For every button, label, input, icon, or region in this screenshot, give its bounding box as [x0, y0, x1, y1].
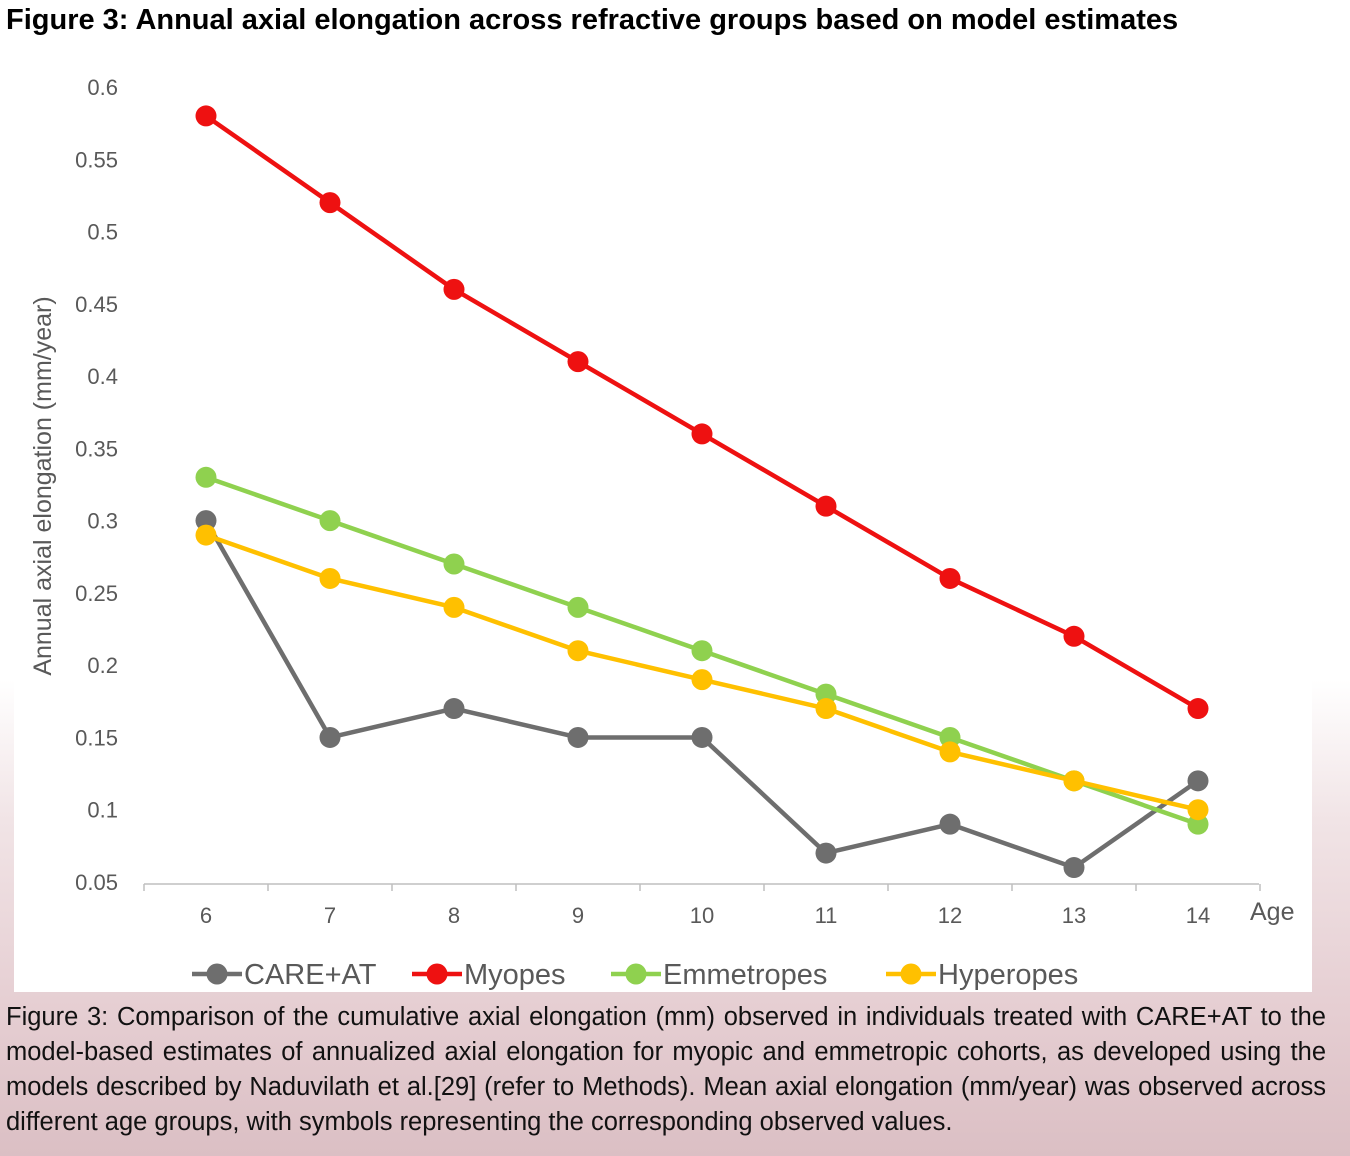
x-tick-label: 7 — [324, 903, 336, 928]
data-point-hyperopes — [1187, 799, 1209, 821]
data-point-hyperopes — [319, 567, 341, 589]
data-point-care-at — [815, 842, 837, 864]
data-point-emmetropes — [443, 553, 465, 575]
data-point-care-at — [1063, 857, 1085, 879]
y-tick-label: 0.5 — [87, 220, 118, 245]
data-point-care-at — [939, 813, 961, 835]
x-tick-label: 13 — [1062, 903, 1086, 928]
x-axis-title: Age — [1250, 898, 1294, 926]
y-tick-label: 0.45 — [75, 292, 118, 317]
y-tick-label: 0.6 — [87, 75, 118, 100]
data-point-myopes — [691, 423, 713, 445]
data-point-emmetropes — [1187, 813, 1209, 835]
data-point-care-at — [319, 726, 341, 748]
y-tick-label: 0.1 — [87, 798, 118, 823]
legend-marker — [900, 963, 922, 985]
data-point-myopes — [567, 351, 589, 373]
data-point-care-at — [691, 726, 713, 748]
y-tick-label: 0.25 — [75, 581, 118, 606]
series-line-care-at — [204, 519, 1200, 870]
data-point-hyperopes — [567, 640, 589, 662]
y-axis-title: Annual axial elongation (mm/year) — [29, 296, 57, 675]
data-point-hyperopes — [815, 698, 837, 720]
legend-marker — [206, 963, 228, 985]
x-tick-label: 14 — [1186, 903, 1210, 928]
data-point-hyperopes — [939, 741, 961, 763]
y-tick-label: 0.4 — [87, 364, 118, 389]
y-tick-label: 0.35 — [75, 436, 118, 461]
x-tick-label: 8 — [448, 903, 460, 928]
legend-label: Emmetropes — [663, 959, 827, 991]
data-point-emmetropes — [691, 640, 713, 662]
data-point-care-at — [195, 510, 217, 532]
figure-title: Figure 3: Annual axial elongation across… — [6, 4, 1179, 36]
line-chart: 0.05 0.1 0.15 0.2 0.25 0.3 0.35 0.4 0.45 0.5 0.55 0… — [29, 75, 1294, 991]
y-tick-label: 0.3 — [87, 509, 118, 534]
data-point-hyperopes — [1063, 770, 1085, 792]
legend-marker — [625, 963, 647, 985]
chart-panel: 0.05 0.1 0.15 0.2 0.25 0.3 0.35 0.4 0.45 0.5 0.55 0… — [14, 56, 1312, 992]
data-point-myopes — [443, 278, 465, 300]
x-tick-label: 11 — [815, 903, 838, 928]
data-point-emmetropes — [195, 466, 217, 488]
x-tick-label: 10 — [690, 903, 714, 928]
x-tick-label: 6 — [200, 903, 212, 928]
data-point-hyperopes — [195, 524, 217, 546]
data-point-care-at — [443, 698, 465, 720]
y-tick-label: 0.05 — [75, 870, 118, 895]
x-tick-label: 12 — [938, 903, 962, 928]
data-point-emmetropes — [815, 683, 837, 705]
x-tick-label: 9 — [572, 903, 584, 928]
data-point-emmetropes — [319, 510, 341, 532]
data-point-emmetropes — [939, 726, 961, 748]
data-point-care-at — [567, 726, 589, 748]
data-point-hyperopes — [691, 669, 713, 691]
legend-label: Myopes — [464, 959, 566, 991]
series-line-myopes — [204, 114, 1200, 711]
legend-label: Hyperopes — [938, 959, 1078, 991]
data-point-hyperopes — [443, 596, 465, 618]
legend-marker — [426, 963, 448, 985]
figure-caption: Figure 3: Comparison of the cumulative a… — [6, 1003, 1326, 1136]
data-point-myopes — [939, 567, 961, 589]
data-point-myopes — [195, 105, 217, 127]
y-tick-label: 0.55 — [75, 147, 118, 172]
data-point-myopes — [1187, 698, 1209, 720]
data-point-myopes — [1063, 625, 1085, 647]
legend-label: CARE+AT — [244, 959, 377, 991]
y-tick-label: 0.2 — [87, 653, 118, 678]
data-point-care-at — [1187, 770, 1209, 792]
data-point-myopes — [319, 192, 341, 214]
data-point-myopes — [815, 495, 837, 517]
y-tick-label: 0.15 — [75, 725, 118, 750]
data-point-emmetropes — [567, 596, 589, 618]
